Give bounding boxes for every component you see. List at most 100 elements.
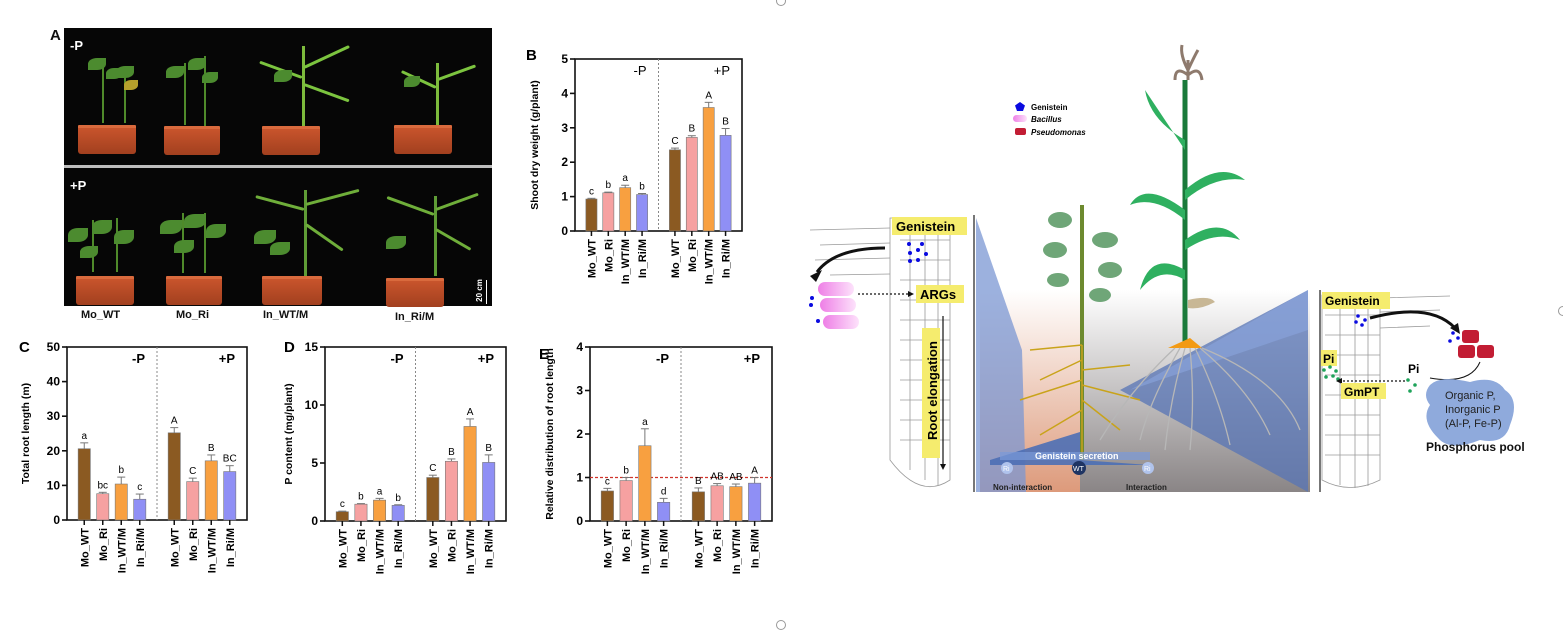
x-tick-label: In_Ri/M [750,529,762,568]
corner-handle [776,620,786,630]
soybean-stem [184,63,186,125]
soybean-leaf [404,76,420,87]
pool-al-fe-p: (Al-P, Fe-P) [1445,418,1502,430]
corner-handle [776,0,786,6]
diagram-legend: Genistein Bacillus Pseudomonas [1013,102,1086,137]
bar [638,445,652,522]
maize-stem [304,190,307,276]
group-label: -P [656,351,669,366]
x-tick-label: Mo_WT [169,528,181,567]
root-elongation-label: Root elongation [925,341,940,440]
y-tick-label: 1 [576,471,583,485]
maize-leaf [435,192,479,211]
y-tick-label: 2 [576,427,583,441]
legend-pseudomonas: Pseudomonas [1031,128,1086,137]
significance-letter: AB [729,472,743,483]
y-tick-label: 0 [576,514,583,528]
significance-letter: a [377,486,383,497]
plant-label-mo-ri: Mo_Ri [176,309,209,321]
bar [391,505,405,522]
soybean-leaf [188,58,206,70]
soybean-plant-illustration [1019,205,1141,460]
y-tick-label: 3 [561,121,568,135]
row-label-minus-p: -P [70,38,83,53]
significance-letter: b [606,180,612,191]
y-tick-label: 20 [47,444,61,458]
y-tick-label: 50 [47,340,61,354]
group-label: -P [634,63,647,78]
right-curved-arrow [1369,310,1457,330]
y-tick-label: 1 [561,190,568,204]
y-tick-label: 4 [561,86,568,100]
bar [482,462,496,522]
soybean-leaf [106,68,122,79]
significance-letter: B [448,447,455,458]
plot-frame [324,346,507,522]
significance-letter: C [429,463,436,474]
x-tick-label: Mo_WT [586,239,598,278]
significance-letter: b [358,492,364,503]
plant-photo: -P [64,28,492,307]
significance-letter: A [751,466,758,477]
significance-letter: A [705,90,712,101]
gmpt-label: GmPT [1344,385,1380,399]
maize-leaf [303,83,350,103]
significance-letter: c [605,476,610,487]
significance-letter: a [81,431,87,442]
x-tick-label: In_WT/M [704,239,716,284]
soybean-leaf [88,58,106,70]
significance-letter: B [688,124,695,135]
maize-leaf [435,228,472,251]
interaction-label: Interaction [1126,483,1167,492]
panel-letter-d: D [284,339,295,356]
bar [335,511,349,522]
maize-leaf [305,188,360,206]
significance-letter: b [639,182,645,193]
pool-inorganic-p: Inorganic P [1445,404,1501,416]
pot [166,276,222,305]
x-tick-label: In_WT/M [465,529,477,574]
left-curved-arrow [815,246,886,273]
group-label: +P [478,351,495,366]
bar [691,491,705,522]
zoom-wedge-right-top [1130,290,1308,390]
non-interaction-label: Non-interaction [993,483,1052,492]
bar [710,485,724,522]
soybean-stem [102,63,104,123]
x-tick-label: In_Ri/M [637,239,649,278]
pot [394,125,452,154]
group-label: +P [219,351,236,366]
significance-letter: C [189,466,196,477]
y-tick-label: 0 [561,224,568,238]
x-tick-label: In_WT/M [116,528,128,573]
bar [426,477,440,522]
ri-left-label: Ri [1003,466,1010,473]
bar [719,135,732,232]
x-tick-label: Mo_WT [428,529,440,568]
x-tick-label: Mo_WT [693,529,705,568]
significance-letter: a [642,417,648,428]
x-tick-label: Mo_Ri [603,239,615,272]
pseudomonas-legend-icon [1015,128,1026,135]
soybean-leaf [68,228,88,242]
right-genistein-label: Genistein [1325,294,1380,308]
pool-organic-p: Organic P, [1445,390,1496,402]
soybean-stem [124,68,126,123]
wt-node [1072,461,1086,475]
scale-bar [486,280,487,304]
x-tick-label: In_WT/M [620,239,632,284]
significance-letter: b [395,493,401,504]
soybean-leaf [206,224,226,238]
x-tick-label: In_WT/M [731,529,743,574]
maize-leaf [305,223,344,252]
significance-letter: bc [97,480,108,491]
soybean-leaf [116,66,134,78]
significance-letter: AB [710,472,724,483]
chart-d-p-content: D 0 5 10 15 P content (mg/plant) -P c Mo_WT b Mo_R… [283,339,507,574]
y-tick-label: 2 [561,155,568,169]
ri-node-right [1142,462,1154,474]
corner-handle [1558,306,1563,316]
chart-b-shoot-dry-weight: B 0 1 2 3 4 5 Shoot dry weight (g/plant) -P c Mo_W… [526,47,743,284]
maize-plant-illustration [1099,44,1301,451]
bar [685,137,698,232]
